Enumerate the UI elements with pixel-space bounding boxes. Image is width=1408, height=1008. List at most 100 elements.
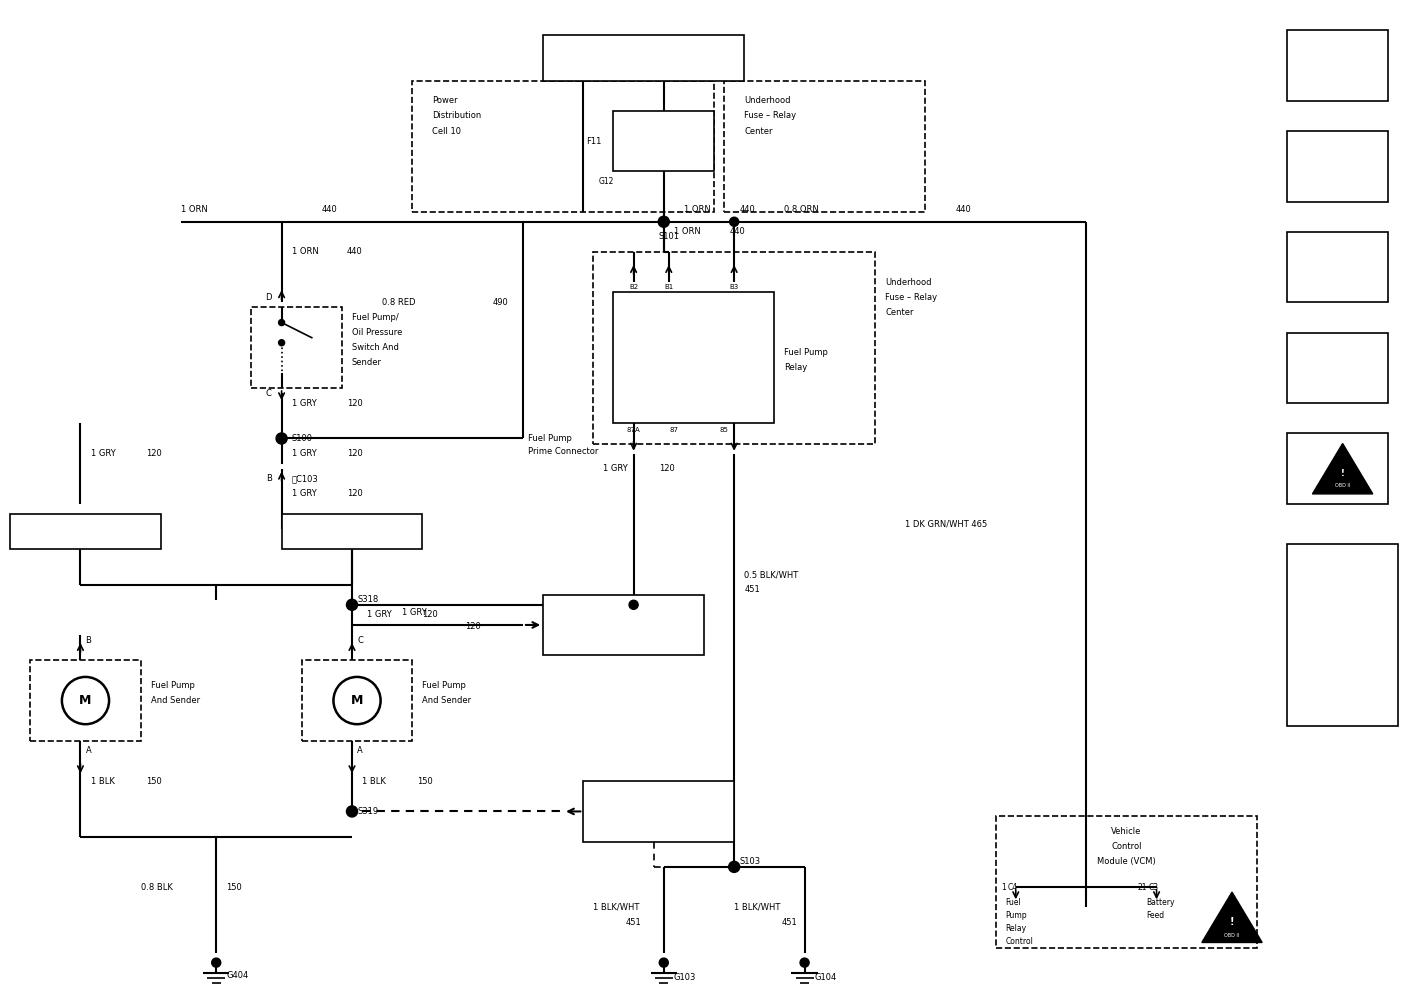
Text: C: C xyxy=(1347,174,1352,178)
Text: G103: G103 xyxy=(674,974,696,982)
Circle shape xyxy=(729,861,739,873)
Text: A3: A3 xyxy=(629,370,638,376)
Text: ECM B: ECM B xyxy=(652,126,676,135)
Text: 150: 150 xyxy=(227,883,242,891)
Text: 1 BLK/WHT: 1 BLK/WHT xyxy=(593,903,639,911)
Text: 1 ORN: 1 ORN xyxy=(291,248,318,256)
Text: Fuel: Fuel xyxy=(1005,898,1021,906)
Text: E: E xyxy=(1343,153,1347,159)
Text: 451: 451 xyxy=(625,918,642,926)
Text: M: M xyxy=(79,695,92,707)
Circle shape xyxy=(279,320,284,326)
Text: Battery: Battery xyxy=(1146,898,1176,906)
Text: 440: 440 xyxy=(346,248,363,256)
Text: C4: C4 xyxy=(1008,883,1018,891)
Text: Module (VCM): Module (VCM) xyxy=(1097,858,1156,866)
Text: B: B xyxy=(86,636,92,644)
Circle shape xyxy=(332,676,382,725)
Text: Underhood: Underhood xyxy=(886,278,932,286)
Bar xyxy=(1287,544,1398,726)
Text: Hot At All Times: Hot At All Times xyxy=(610,53,677,62)
Text: Fuel Pump: Fuel Pump xyxy=(528,434,572,443)
Text: C1 = BLU: C1 = BLU xyxy=(1297,581,1333,589)
Text: S103: S103 xyxy=(739,858,760,866)
Text: A: A xyxy=(358,747,363,755)
Text: 1 DK GRN/WHT 465: 1 DK GRN/WHT 465 xyxy=(905,520,987,528)
Text: C4 = BLK: C4 = BLK xyxy=(1297,626,1333,634)
Bar xyxy=(1287,232,1388,302)
Text: Cell 10: Cell 10 xyxy=(432,127,462,135)
Text: C3 = CLR: C3 = CLR xyxy=(1297,611,1333,619)
Text: Fuel Pump: Fuel Pump xyxy=(151,681,194,689)
Text: L: L xyxy=(1297,40,1304,50)
Bar xyxy=(593,252,874,444)
Circle shape xyxy=(659,216,669,228)
Text: Control: Control xyxy=(1005,937,1033,946)
Bar xyxy=(1287,131,1388,202)
Text: Control: Control xyxy=(1111,843,1142,851)
Text: 0.8 ORN: 0.8 ORN xyxy=(784,206,819,214)
Text: C3: C3 xyxy=(1149,883,1159,891)
Text: 1 GRY: 1 GRY xyxy=(367,611,391,619)
Text: 85: 85 xyxy=(719,427,728,433)
Text: 1: 1 xyxy=(1001,883,1005,891)
Text: 1 GRY: 1 GRY xyxy=(291,399,317,407)
Bar xyxy=(30,660,141,741)
Bar xyxy=(413,81,714,212)
Text: And Sender: And Sender xyxy=(151,697,200,705)
Text: Cell 14: Cell 14 xyxy=(645,817,672,827)
Text: 87: 87 xyxy=(669,427,679,433)
Text: C: C xyxy=(266,389,272,397)
Text: Pump: Pump xyxy=(1005,911,1028,919)
Bar xyxy=(614,292,774,423)
Text: 1 ORN: 1 ORN xyxy=(684,206,711,214)
Text: C5 = BLK: C5 = BLK xyxy=(1297,641,1333,649)
Text: S101: S101 xyxy=(659,233,680,241)
Text: 120: 120 xyxy=(146,520,162,528)
Text: W/Dual Tanks: W/Dual Tanks xyxy=(327,527,377,536)
Text: Prime Connector: Prime Connector xyxy=(528,448,598,456)
Text: B1: B1 xyxy=(665,284,673,290)
Text: 120: 120 xyxy=(346,399,363,407)
Text: Distribution: Distribution xyxy=(432,112,482,120)
Text: S318: S318 xyxy=(358,596,379,604)
Text: 120: 120 xyxy=(659,465,674,473)
Text: 30: 30 xyxy=(629,405,638,411)
Text: OBD II: OBD II xyxy=(1335,484,1350,488)
Text: Switch And: Switch And xyxy=(352,344,398,352)
Text: 1 BLK: 1 BLK xyxy=(362,777,386,785)
Text: C2 = RED: C2 = RED xyxy=(1297,596,1335,604)
Text: Relay: Relay xyxy=(1005,924,1026,932)
Bar xyxy=(282,514,422,549)
Text: 1 GRY: 1 GRY xyxy=(291,490,317,498)
Text: B2: B2 xyxy=(629,284,638,290)
Text: 440: 440 xyxy=(956,206,972,214)
Bar xyxy=(543,595,704,655)
Bar xyxy=(1287,433,1388,504)
Text: 0.8 RED: 0.8 RED xyxy=(382,298,415,306)
Text: Sender: Sender xyxy=(352,359,382,367)
Circle shape xyxy=(279,340,284,346)
Text: Power: Power xyxy=(432,97,458,105)
Text: Fuel Pump: Fuel Pump xyxy=(422,681,466,689)
Bar xyxy=(1287,333,1388,403)
Polygon shape xyxy=(1202,892,1262,942)
Text: Center: Center xyxy=(745,127,773,135)
Circle shape xyxy=(211,958,221,968)
Text: C: C xyxy=(358,636,363,644)
Text: G404: G404 xyxy=(227,972,249,980)
Text: F11: F11 xyxy=(586,137,601,145)
Circle shape xyxy=(346,806,358,816)
Circle shape xyxy=(729,218,739,227)
Text: M: M xyxy=(351,695,363,707)
Bar xyxy=(252,307,342,388)
Text: 1 GRY: 1 GRY xyxy=(291,450,317,458)
Text: D: D xyxy=(1297,141,1305,151)
Text: 1 GRY: 1 GRY xyxy=(90,450,115,458)
Text: 150: 150 xyxy=(146,777,162,785)
Text: S: S xyxy=(1357,164,1362,168)
Text: Ground: Ground xyxy=(645,796,673,805)
Text: Underhood: Underhood xyxy=(745,97,791,105)
Text: 1 ORN: 1 ORN xyxy=(182,206,208,214)
Bar xyxy=(543,35,745,81)
